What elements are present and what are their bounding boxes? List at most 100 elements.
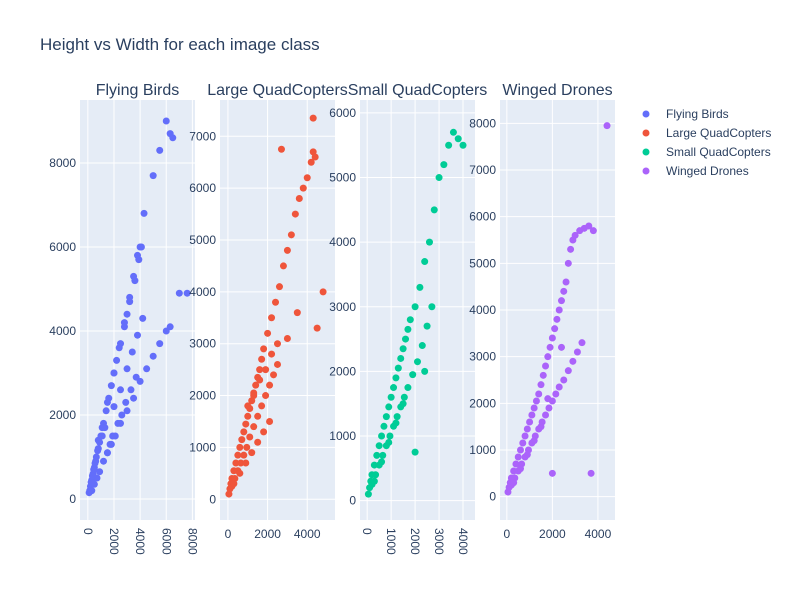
data-point bbox=[537, 423, 545, 431]
data-point bbox=[98, 432, 106, 440]
data-point bbox=[105, 394, 113, 402]
data-point bbox=[266, 417, 274, 425]
data-point bbox=[123, 365, 131, 373]
data-point bbox=[109, 432, 117, 440]
subplot-title: Flying Birds bbox=[96, 82, 180, 99]
y-tick-label: 2000 bbox=[329, 364, 356, 378]
data-point bbox=[555, 306, 563, 314]
data-point bbox=[421, 367, 429, 375]
data-point bbox=[564, 367, 572, 375]
legend-label: Large QuadCopters bbox=[666, 126, 771, 140]
data-point bbox=[546, 343, 554, 351]
x-tick-label: 6000 bbox=[159, 528, 173, 555]
data-point bbox=[392, 374, 400, 382]
data-point bbox=[283, 335, 291, 343]
data-point bbox=[256, 366, 264, 374]
data-point bbox=[277, 145, 285, 153]
data-point bbox=[425, 238, 433, 246]
data-point bbox=[260, 428, 268, 436]
y-tick-label: 6000 bbox=[469, 210, 496, 224]
data-point bbox=[400, 393, 408, 401]
data-point bbox=[548, 397, 556, 405]
y-tick-label: 0 bbox=[69, 492, 76, 506]
data-point bbox=[175, 289, 183, 297]
data-point bbox=[399, 400, 407, 408]
data-point bbox=[532, 397, 540, 405]
subplot-title: Large QuadCopters bbox=[207, 82, 348, 99]
data-point bbox=[87, 478, 95, 486]
subplot-panels: 0 2000 4000 6000 8000 0 2000 4000 6000 8000 Flying… bbox=[49, 82, 615, 555]
data-point bbox=[309, 114, 317, 122]
legend-label: Small QuadCopters bbox=[666, 145, 771, 159]
data-point bbox=[393, 413, 401, 421]
data-point bbox=[143, 365, 151, 373]
data-point bbox=[372, 471, 380, 479]
data-point bbox=[100, 457, 108, 465]
data-point bbox=[387, 393, 395, 401]
data-point bbox=[149, 352, 157, 360]
data-point bbox=[156, 340, 164, 348]
legend-marker bbox=[642, 167, 650, 175]
data-point bbox=[225, 490, 233, 498]
data-point bbox=[394, 364, 402, 372]
data-point bbox=[101, 424, 109, 432]
data-point bbox=[183, 289, 191, 297]
data-point bbox=[392, 419, 400, 427]
data-point bbox=[303, 174, 311, 182]
data-point bbox=[274, 340, 281, 348]
x-tick-label: 0 bbox=[503, 527, 510, 541]
data-point bbox=[445, 141, 453, 149]
data-point bbox=[406, 316, 414, 324]
y-tick-label: 3000 bbox=[329, 300, 356, 314]
data-point bbox=[380, 422, 388, 430]
data-point bbox=[134, 331, 141, 339]
x-tick-label: 2000 bbox=[254, 527, 281, 541]
subplot-4: 0 2000 4000 0 1000 2000 3000 4000 5000 6000 7000 80… bbox=[469, 82, 615, 541]
y-tick-label: 8000 bbox=[49, 156, 76, 170]
data-point bbox=[118, 411, 126, 419]
x-tick-label: 2000 bbox=[408, 528, 422, 555]
legend-label: Flying Birds bbox=[666, 107, 729, 121]
data-point bbox=[423, 322, 431, 330]
data-point bbox=[557, 343, 565, 351]
data-point bbox=[107, 382, 115, 390]
data-point bbox=[386, 432, 394, 440]
data-point bbox=[287, 231, 295, 239]
data-point bbox=[90, 466, 98, 474]
y-tick-label: 5000 bbox=[469, 256, 496, 270]
data-point bbox=[539, 371, 547, 379]
data-point bbox=[236, 443, 244, 451]
data-point bbox=[230, 480, 238, 488]
data-point bbox=[370, 477, 378, 485]
legend-marker bbox=[642, 129, 650, 137]
data-point bbox=[521, 432, 529, 440]
data-point bbox=[256, 376, 264, 384]
data-point bbox=[418, 342, 426, 350]
y-tick-label: 1000 bbox=[469, 443, 496, 457]
y-tick-label: 5000 bbox=[189, 233, 216, 247]
x-tick-label: 1000 bbox=[384, 528, 398, 555]
y-tick-label: 3000 bbox=[469, 350, 496, 364]
data-point bbox=[397, 354, 405, 362]
data-point bbox=[137, 243, 145, 251]
data-point bbox=[149, 172, 157, 180]
data-point bbox=[428, 303, 436, 311]
data-point bbox=[375, 442, 383, 450]
data-point bbox=[260, 345, 268, 353]
data-point bbox=[382, 413, 390, 421]
data-point bbox=[234, 451, 242, 459]
data-point bbox=[519, 439, 527, 447]
data-point bbox=[530, 404, 538, 412]
data-point bbox=[242, 420, 250, 428]
data-point bbox=[421, 258, 429, 266]
data-point bbox=[262, 392, 270, 400]
x-tick-label: 0 bbox=[360, 528, 374, 535]
data-point bbox=[385, 438, 393, 446]
data-point bbox=[120, 319, 128, 327]
data-point bbox=[370, 461, 378, 469]
data-point bbox=[528, 411, 536, 419]
data-point bbox=[231, 475, 239, 483]
data-point bbox=[254, 412, 262, 420]
data-point bbox=[548, 334, 556, 342]
